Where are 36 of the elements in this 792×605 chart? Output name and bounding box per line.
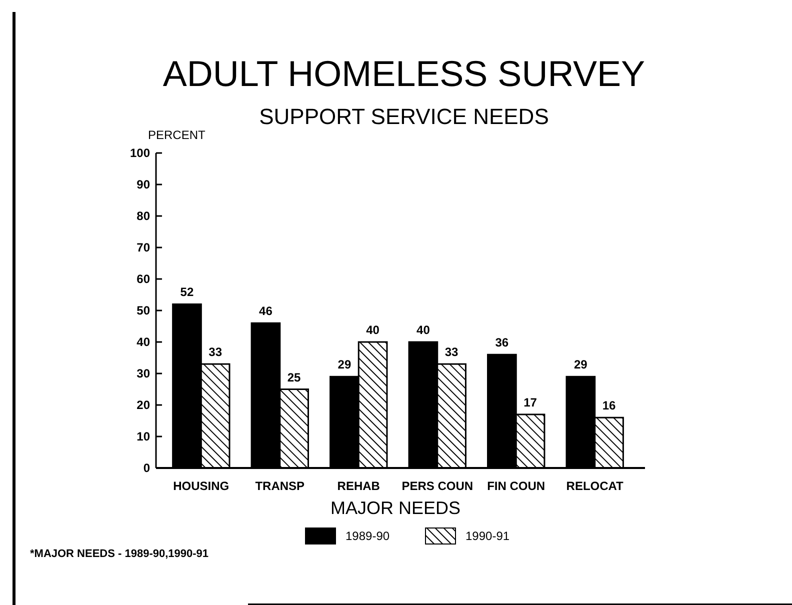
y-tick-label: 30 [136,366,150,381]
data-label: 17 [524,395,538,410]
y-tick-label: 80 [136,209,150,224]
data-label: 33 [208,345,222,360]
x-tick-label: TRANSP [255,479,305,493]
data-label: 36 [495,336,509,350]
text: *MAJOR NEEDS - 1989-90,1990-91 [30,548,209,560]
y-tick-label: 20 [136,398,150,412]
y-tick-label: 70 [136,240,150,255]
x-tick-label: FIN COUN [487,479,546,493]
x-tick-label: HOUSING [173,479,230,493]
data-label: 40 [366,323,380,337]
x-axis-title: MAJOR NEEDS [330,498,461,518]
x-tick-label: RELOCAT [566,479,624,493]
x-tick-label: PERS COUN [402,479,474,493]
legend-label: 1989-90 [346,529,390,544]
legend-label: 1990-91 [466,529,510,544]
y-tick-label: 100 [130,146,150,160]
data-label: 46 [259,304,273,318]
data-label: 29 [338,358,352,372]
data-label: 52 [180,285,194,300]
y-tick-label: 40 [136,335,150,350]
y-axis-title: PERCENT [148,128,206,142]
x-tick-label: REHAB [337,479,380,493]
y-tick-label: 0 [143,461,150,476]
y-tick-label: 90 [136,178,150,192]
y-tick-label: 10 [136,430,150,444]
y-tick-label: 60 [136,272,150,286]
data-label: 40 [416,323,430,337]
data-label: 16 [602,398,616,413]
data-label: 33 [444,345,459,360]
chart-subtitle: SUPPORT SERVICE NEEDS [259,104,549,129]
data-label: 25 [287,370,302,384]
chart-title: ADULT HOMELESS SURVEY [162,53,646,94]
y-tick-label: 50 [136,304,150,318]
data-label: 29 [574,358,588,372]
